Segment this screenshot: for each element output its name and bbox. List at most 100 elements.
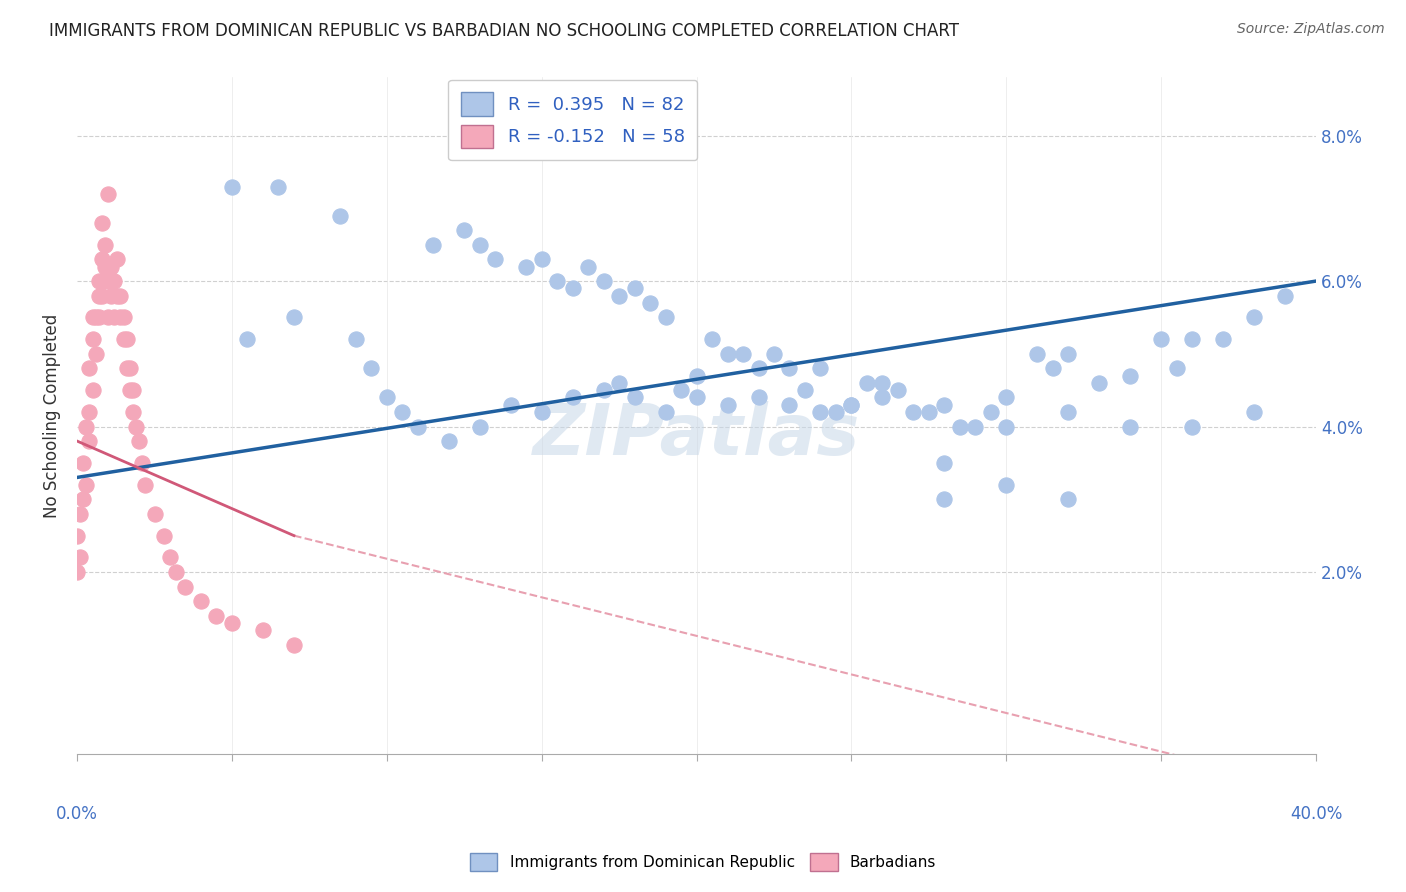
Y-axis label: No Schooling Completed: No Schooling Completed bbox=[44, 313, 60, 517]
Point bbox=[103, 274, 125, 288]
Point bbox=[499, 398, 522, 412]
Point bbox=[79, 434, 101, 448]
Point bbox=[1166, 361, 1188, 376]
Point bbox=[1274, 288, 1296, 302]
Point bbox=[965, 419, 987, 434]
Point bbox=[949, 419, 972, 434]
Point bbox=[841, 398, 863, 412]
Point bbox=[329, 209, 352, 223]
Point bbox=[592, 274, 614, 288]
Point bbox=[1042, 361, 1064, 376]
Point bbox=[128, 434, 150, 448]
Point bbox=[1243, 310, 1265, 325]
Point bbox=[159, 550, 181, 565]
Point bbox=[453, 223, 475, 237]
Point bbox=[747, 361, 769, 376]
Point bbox=[72, 492, 94, 507]
Point bbox=[422, 237, 444, 252]
Point bbox=[153, 528, 176, 542]
Point bbox=[75, 477, 97, 491]
Point bbox=[79, 361, 101, 376]
Point bbox=[825, 405, 848, 419]
Point bbox=[221, 179, 243, 194]
Point bbox=[762, 347, 785, 361]
Point bbox=[1119, 368, 1142, 383]
Point bbox=[125, 419, 148, 434]
Point bbox=[794, 383, 817, 397]
Point bbox=[236, 332, 259, 346]
Point bbox=[810, 405, 832, 419]
Point bbox=[94, 260, 117, 274]
Point bbox=[779, 361, 801, 376]
Point bbox=[810, 361, 832, 376]
Point bbox=[252, 623, 274, 637]
Point bbox=[112, 332, 135, 346]
Point bbox=[669, 383, 692, 397]
Point bbox=[360, 361, 382, 376]
Point bbox=[97, 274, 120, 288]
Point bbox=[221, 615, 243, 630]
Legend: R =  0.395   N = 82, R = -0.152   N = 58: R = 0.395 N = 82, R = -0.152 N = 58 bbox=[449, 79, 697, 161]
Point bbox=[283, 638, 305, 652]
Point bbox=[1181, 419, 1204, 434]
Legend: Immigrants from Dominican Republic, Barbadians: Immigrants from Dominican Republic, Barb… bbox=[464, 847, 942, 877]
Point bbox=[84, 310, 107, 325]
Point bbox=[84, 347, 107, 361]
Point bbox=[546, 274, 568, 288]
Point bbox=[69, 507, 91, 521]
Point bbox=[685, 391, 707, 405]
Point bbox=[872, 391, 894, 405]
Point bbox=[934, 492, 956, 507]
Point bbox=[118, 383, 141, 397]
Point bbox=[94, 237, 117, 252]
Point bbox=[592, 383, 614, 397]
Point bbox=[90, 288, 112, 302]
Point bbox=[1057, 405, 1080, 419]
Point bbox=[82, 310, 104, 325]
Point bbox=[623, 281, 645, 295]
Point bbox=[1150, 332, 1173, 346]
Point bbox=[118, 361, 141, 376]
Point bbox=[115, 332, 138, 346]
Text: 0.0%: 0.0% bbox=[56, 805, 98, 822]
Point bbox=[638, 296, 661, 310]
Point bbox=[623, 391, 645, 405]
Point bbox=[121, 405, 143, 419]
Point bbox=[607, 288, 630, 302]
Point bbox=[437, 434, 460, 448]
Point bbox=[576, 260, 599, 274]
Point bbox=[731, 347, 754, 361]
Point bbox=[110, 310, 132, 325]
Point bbox=[654, 405, 676, 419]
Point bbox=[105, 288, 128, 302]
Point bbox=[97, 186, 120, 201]
Point bbox=[69, 550, 91, 565]
Point bbox=[685, 368, 707, 383]
Point bbox=[716, 398, 738, 412]
Point bbox=[607, 376, 630, 390]
Point bbox=[561, 281, 583, 295]
Point bbox=[87, 288, 110, 302]
Point bbox=[716, 347, 738, 361]
Point bbox=[110, 288, 132, 302]
Point bbox=[1181, 332, 1204, 346]
Point bbox=[165, 565, 187, 579]
Point bbox=[856, 376, 879, 390]
Point bbox=[1057, 492, 1080, 507]
Point bbox=[1119, 419, 1142, 434]
Point bbox=[747, 391, 769, 405]
Point bbox=[115, 361, 138, 376]
Point bbox=[79, 405, 101, 419]
Point bbox=[1243, 405, 1265, 419]
Point bbox=[267, 179, 290, 194]
Point bbox=[134, 477, 156, 491]
Point bbox=[530, 252, 553, 267]
Point bbox=[391, 405, 413, 419]
Point bbox=[1212, 332, 1234, 346]
Text: 40.0%: 40.0% bbox=[1289, 805, 1343, 822]
Point bbox=[90, 252, 112, 267]
Text: IMMIGRANTS FROM DOMINICAN REPUBLIC VS BARBADIAN NO SCHOOLING COMPLETED CORRELATI: IMMIGRANTS FROM DOMINICAN REPUBLIC VS BA… bbox=[49, 22, 959, 40]
Point bbox=[121, 383, 143, 397]
Point bbox=[995, 391, 1018, 405]
Point bbox=[190, 594, 212, 608]
